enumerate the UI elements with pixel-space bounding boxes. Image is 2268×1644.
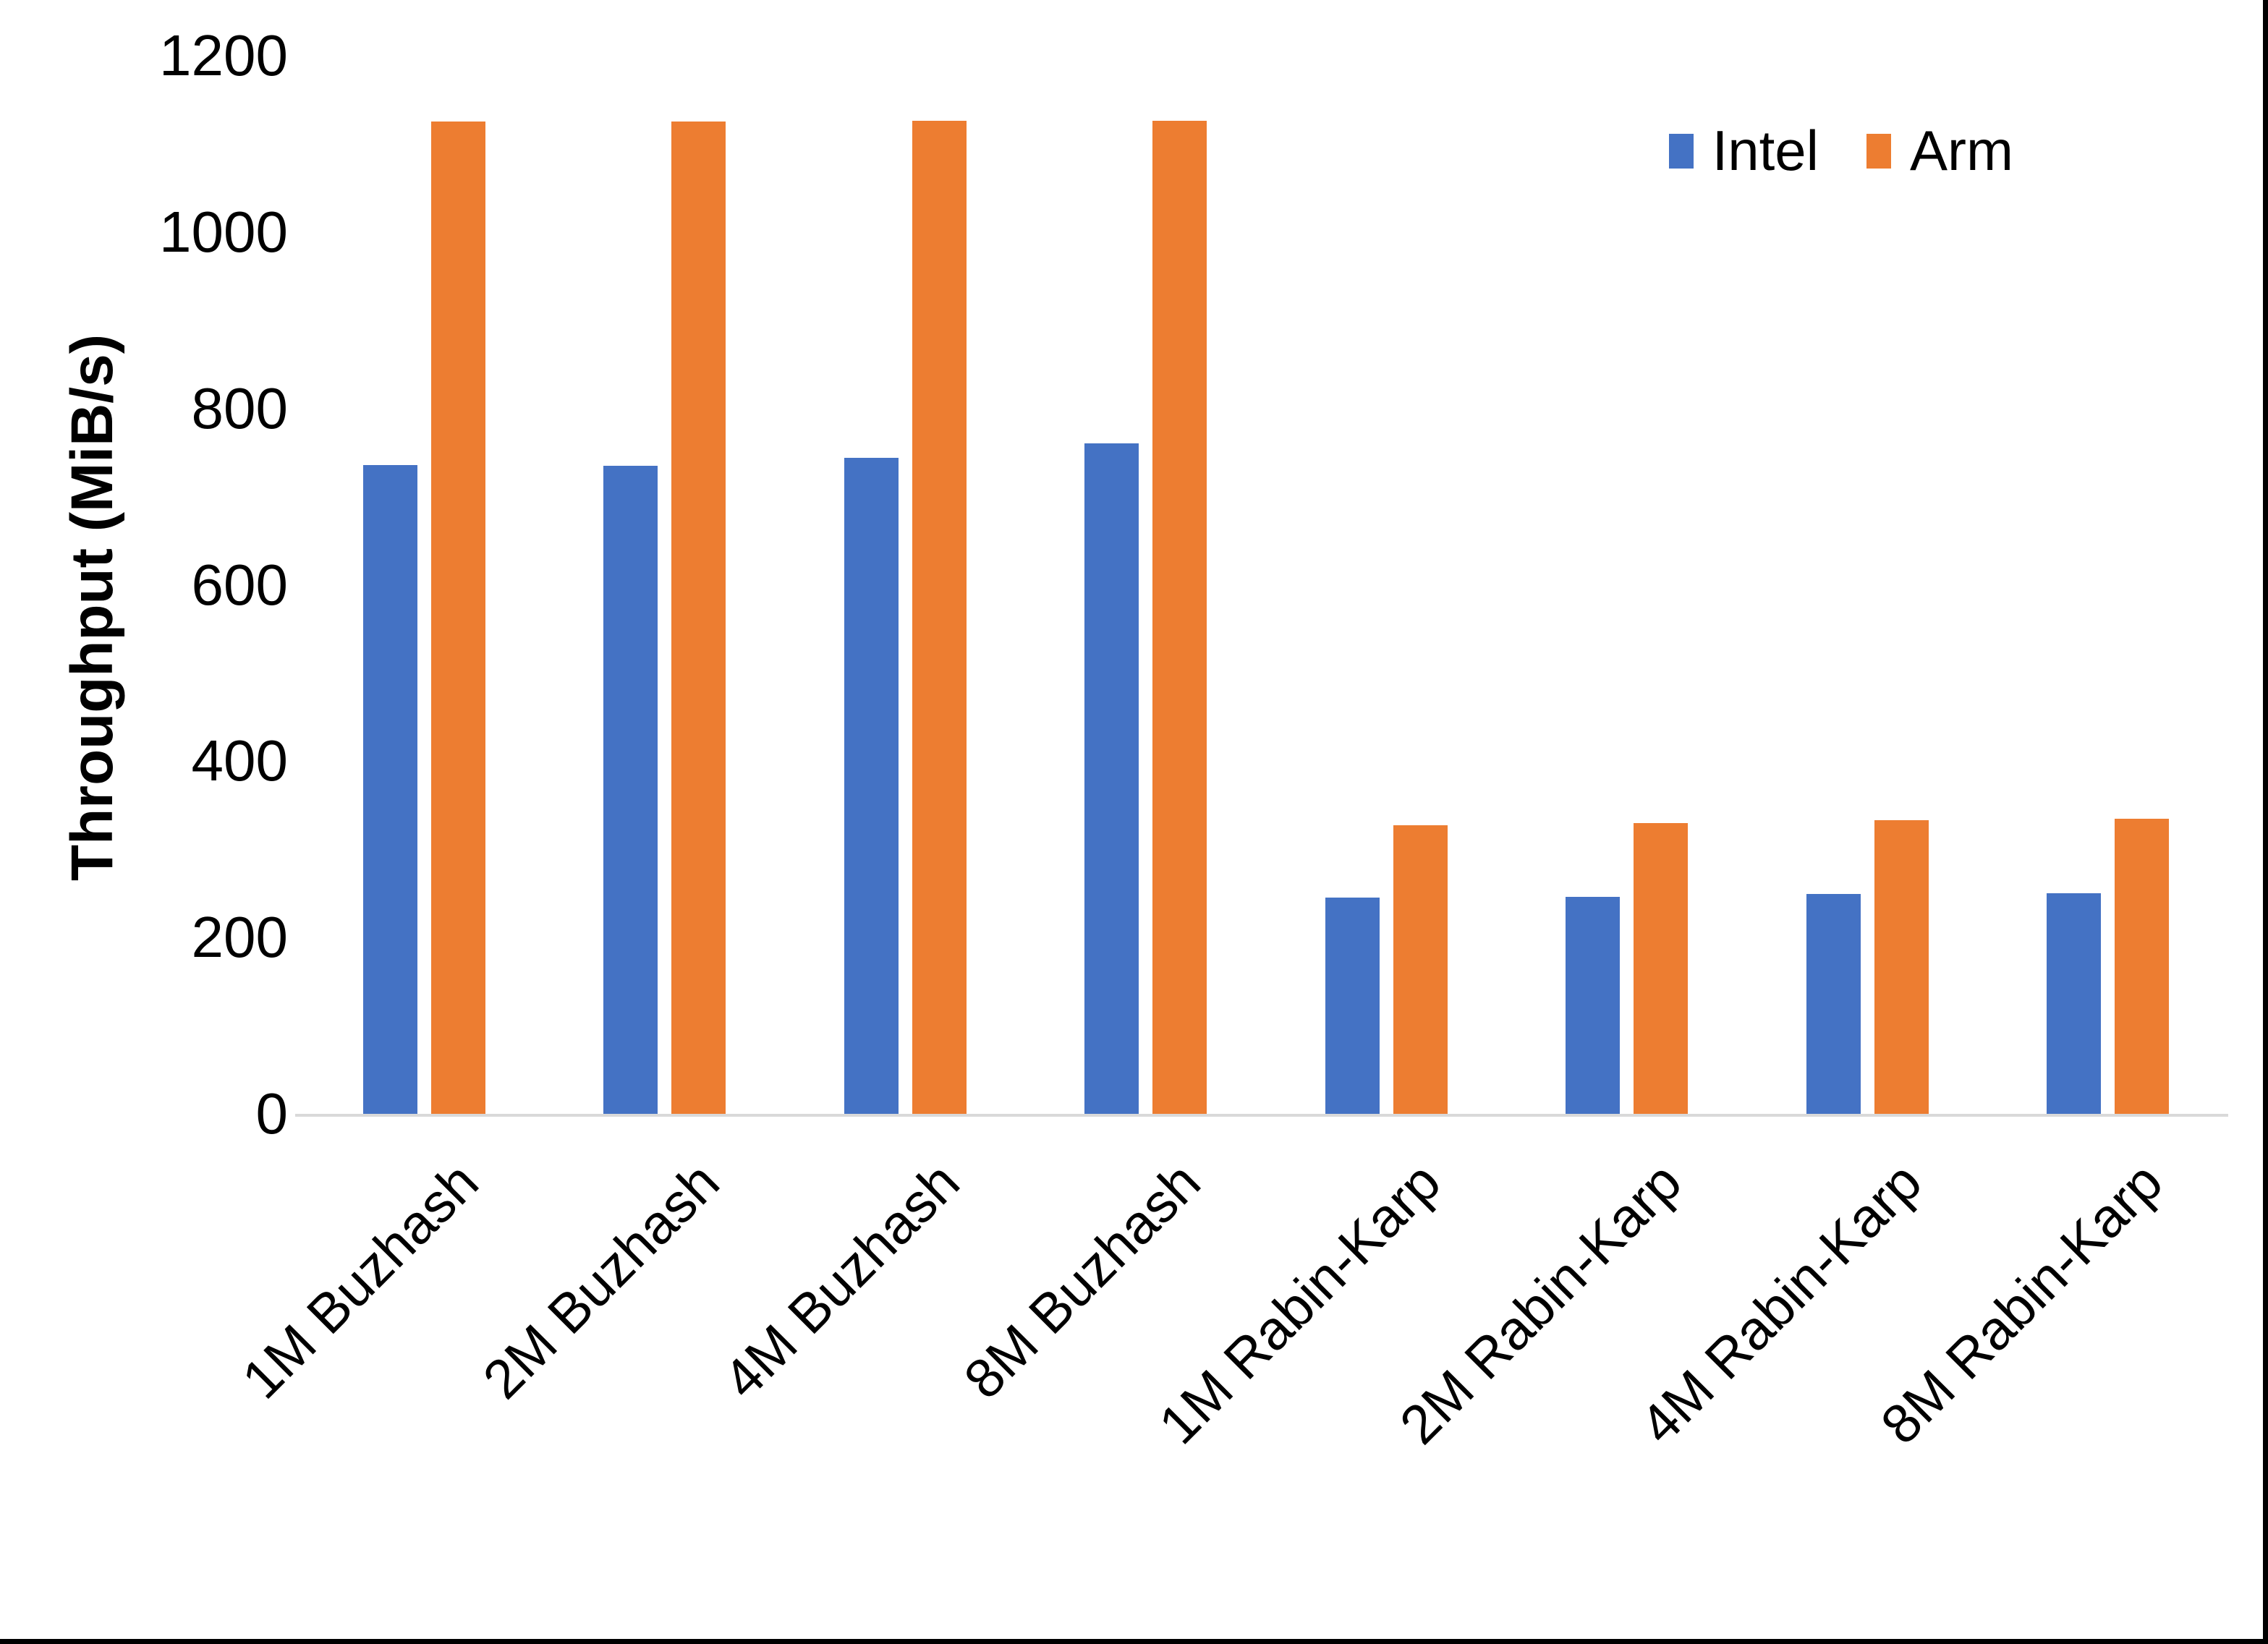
legend-item-arm: Arm <box>1866 118 2013 184</box>
y-tick-label-1200: 1200 <box>159 23 288 88</box>
bar-intel-1m-rabin-karp <box>1325 898 1380 1114</box>
bar-arm-2m-buzhash <box>671 122 726 1114</box>
y-tick-label-400: 400 <box>191 728 288 793</box>
y-tick-label-800: 800 <box>191 375 288 440</box>
bar-intel-2m-rabin-karp <box>1566 897 1620 1114</box>
bar-intel-2m-buzhash <box>603 466 658 1114</box>
bar-intel-1m-buzhash <box>363 465 417 1114</box>
legend-label-intel: Intel <box>1712 119 1819 182</box>
bar-arm-4m-rabin-karp <box>1874 820 1929 1114</box>
x-axis-line <box>295 1114 2228 1117</box>
bar-intel-4m-rabin-karp <box>1806 894 1861 1114</box>
bar-arm-2m-rabin-karp <box>1634 823 1688 1114</box>
legend-swatch-intel <box>1668 133 1694 169</box>
y-tick-label-0: 0 <box>255 1081 289 1146</box>
bar-intel-8m-buzhash <box>1084 443 1139 1114</box>
bar-arm-4m-buzhash <box>912 121 967 1114</box>
legend-label-arm: Arm <box>1910 119 2013 182</box>
bar-intel-8m-rabin-karp <box>2047 893 2101 1114</box>
y-tick-label-1000: 1000 <box>159 199 288 264</box>
y-tick-label-600: 600 <box>191 552 288 617</box>
legend: Intel Arm <box>1668 118 2013 184</box>
bar-arm-8m-buzhash <box>1152 121 1207 1114</box>
bar-intel-4m-buzhash <box>844 458 899 1114</box>
y-tick-label-200: 200 <box>191 905 288 970</box>
legend-swatch-arm <box>1866 133 1892 169</box>
bar-arm-8m-rabin-karp <box>2115 819 2169 1114</box>
bar-arm-1m-rabin-karp <box>1393 825 1448 1114</box>
bar-arm-1m-buzhash <box>431 122 485 1114</box>
legend-item-intel: Intel <box>1668 118 1819 184</box>
